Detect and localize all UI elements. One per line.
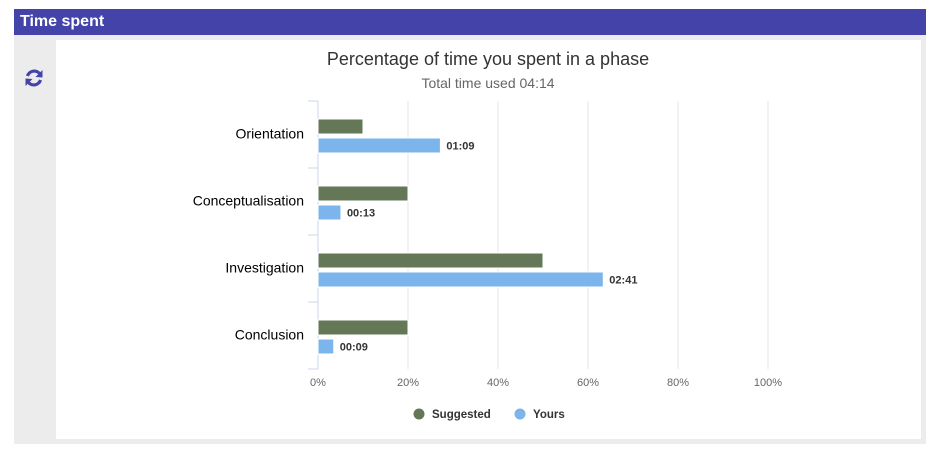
chart-subtitle: Total time used 04:14 (421, 75, 554, 91)
x-tick-label: 40% (487, 377, 509, 389)
category-label: Conceptualisation (193, 193, 304, 209)
legend-item-yours[interactable]: Yours (514, 408, 565, 422)
legend-marker-suggested (413, 408, 425, 420)
bar-yours-investigation (317, 271, 604, 288)
x-tick-label: 100% (754, 377, 782, 389)
category-label: Orientation (236, 126, 304, 142)
x-tick-label: 60% (577, 377, 599, 389)
x-tick-label: 80% (667, 377, 689, 389)
data-label: 02:41 (609, 275, 637, 287)
bar-yours-orientation (317, 137, 441, 154)
data-label: 00:09 (340, 342, 368, 354)
bar-suggested-investigation (317, 252, 544, 269)
chart-title: Percentage of time you spent in a phase (327, 49, 649, 69)
legend-label: Yours (533, 409, 565, 421)
bar-yours-conceptualisation (317, 204, 342, 221)
bar-chart: Percentage of time you spent in a phase … (193, 49, 783, 422)
legend-marker-yours (514, 408, 526, 420)
bar-suggested-conceptualisation (317, 185, 409, 202)
legend-item-suggested[interactable]: Suggested (413, 408, 491, 422)
chart-container: Percentage of time you spent in a phase … (56, 40, 921, 439)
category-label: Investigation (225, 260, 304, 276)
legend-label: Suggested (432, 409, 491, 421)
category-label: Conclusion (235, 327, 304, 343)
x-tick-label: 0% (310, 377, 326, 389)
data-label: 01:09 (446, 141, 474, 153)
time-spent-panel: Percentage of time you spent in a phase … (14, 35, 926, 444)
bar-yours-conclusion (317, 338, 335, 355)
bar-suggested-conclusion (317, 319, 409, 336)
x-tick-label: 20% (397, 377, 419, 389)
panel-title: Time spent (20, 13, 105, 30)
panel-header: Time spent (14, 9, 926, 35)
refresh-icon[interactable] (23, 67, 45, 89)
bar-suggested-orientation (317, 118, 364, 135)
data-label: 00:13 (347, 208, 375, 220)
